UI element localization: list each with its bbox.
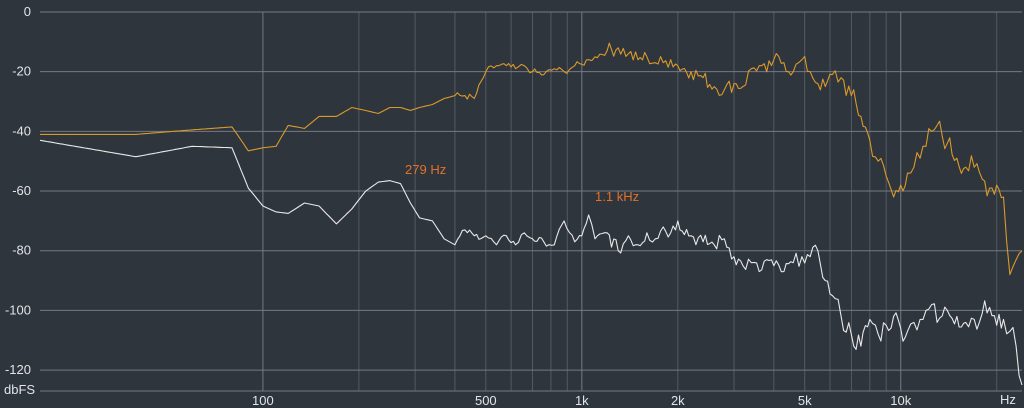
x-tick-label: 100	[252, 393, 274, 408]
y-tick-label: -80	[12, 243, 31, 258]
series-line-2	[39, 139, 1023, 386]
y-tick-label: -40	[12, 123, 31, 138]
peak-annotation: 279 Hz	[405, 162, 446, 177]
grid	[40, 11, 1022, 392]
x-axis-title: Hz	[1000, 392, 1016, 407]
peak-annotation: 1.1 kHz	[595, 189, 639, 204]
y-tick-label: -20	[12, 64, 31, 79]
labels: dbFS Hz 0 -20 -40 -60 -80 -100 -120 100 500 1k 2k 5…	[4, 4, 1016, 408]
series-line-1	[40, 42, 1023, 276]
series-group	[39, 42, 1023, 386]
y-tick-label: 0	[24, 4, 31, 19]
x-tick-label: 1k	[575, 393, 589, 408]
y-axis-title: dbFS	[4, 382, 35, 397]
y-tick-label: -100	[5, 302, 31, 317]
x-tick-label: 10k	[890, 393, 911, 408]
x-tick-label: 5k	[798, 393, 812, 408]
x-tick-label: 2k	[671, 393, 685, 408]
annotations: 279 Hz 1.1 kHz	[405, 162, 639, 204]
x-tick-label: 500	[475, 393, 497, 408]
y-tick-label: -60	[12, 183, 31, 198]
y-tick-label: -120	[5, 362, 31, 377]
